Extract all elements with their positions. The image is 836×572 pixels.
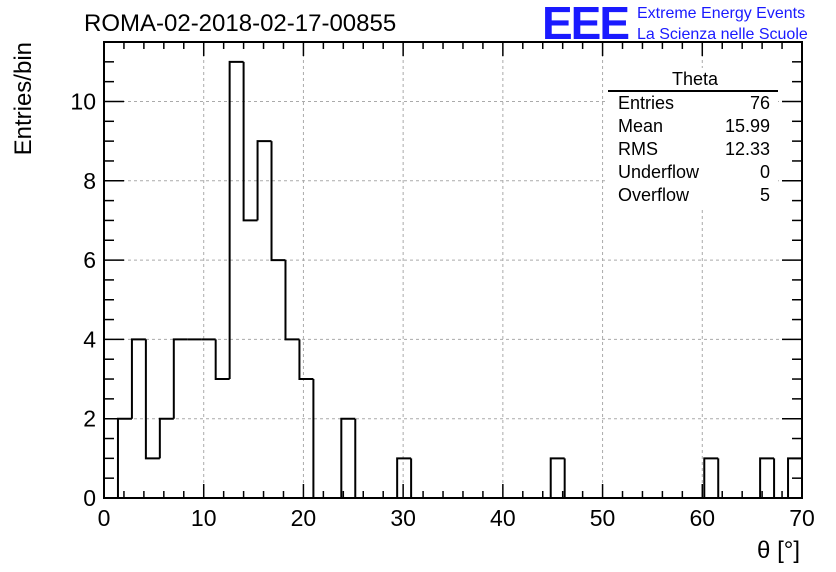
stats-row-rms: RMS 12.33 bbox=[608, 138, 778, 161]
x-tick-label: 30 bbox=[390, 505, 416, 531]
stats-value: 15.99 bbox=[724, 116, 770, 136]
stats-row-mean: Mean 15.99 bbox=[608, 115, 778, 138]
plot-frame bbox=[103, 41, 803, 499]
histogram-bin bbox=[242, 61, 258, 222]
stats-label: Mean bbox=[618, 116, 664, 136]
stats-value: 12.33 bbox=[724, 139, 770, 159]
stats-box: Theta Entries 76 Mean 15.99 RMS 12.33 Un… bbox=[608, 68, 778, 207]
histogram-bin bbox=[214, 339, 230, 381]
histogram-bin bbox=[228, 60, 244, 380]
histogram-bin bbox=[717, 458, 733, 499]
y-tick-label: 6 bbox=[83, 247, 96, 273]
x-tick-label: 20 bbox=[291, 505, 317, 531]
histogram-bin bbox=[563, 458, 579, 499]
y-tick-label: 2 bbox=[83, 406, 96, 432]
histogram-bin bbox=[773, 458, 789, 499]
y-axis-label: Entries/bin bbox=[10, 42, 37, 155]
histogram-bin bbox=[116, 417, 132, 498]
logo-tagline-1: Extreme Energy Events bbox=[637, 5, 806, 22]
histogram-bin bbox=[340, 417, 356, 498]
y-tick-label: 10 bbox=[70, 88, 96, 114]
x-tick-label: 50 bbox=[590, 505, 616, 531]
x-tick-label: 40 bbox=[490, 505, 516, 531]
stats-row-underflow: Underflow 0 bbox=[608, 161, 778, 184]
y-tick-label: 8 bbox=[83, 168, 96, 194]
x-axis-label: θ [°] bbox=[757, 537, 800, 564]
histogram-bin bbox=[549, 457, 565, 498]
x-tick-label: 0 bbox=[98, 505, 111, 531]
y-tick-label: 0 bbox=[83, 485, 96, 511]
grid-lines bbox=[104, 42, 802, 498]
eee-logo-icon: EEE bbox=[542, 0, 630, 49]
histogram-bin bbox=[759, 457, 775, 498]
histogram-bin bbox=[270, 141, 286, 262]
histogram-bin bbox=[256, 140, 272, 221]
y-tick-label: 4 bbox=[83, 326, 96, 352]
stats-title: Theta bbox=[608, 68, 778, 92]
histogram-bin bbox=[298, 339, 314, 381]
eee-logo: EEE Extreme Energy Events La Scienza nel… bbox=[542, 0, 832, 49]
x-tick-label: 70 bbox=[789, 505, 815, 531]
histogram-bin bbox=[284, 260, 300, 341]
x-tick-label: 60 bbox=[689, 505, 715, 531]
stats-label: Overflow bbox=[618, 185, 690, 205]
stats-label: Underflow bbox=[618, 162, 700, 182]
axis-ticks bbox=[103, 41, 803, 499]
stats-label: RMS bbox=[618, 139, 658, 159]
histogram-bin bbox=[144, 339, 160, 460]
histogram-bin bbox=[172, 338, 188, 419]
stats-row-entries: Entries 76 bbox=[608, 92, 778, 115]
histogram-bin bbox=[158, 417, 174, 459]
page-title: ROMA-02-2018-02-17-00855 bbox=[84, 10, 397, 37]
x-tick-label: 10 bbox=[191, 505, 217, 531]
stats-value: 76 bbox=[749, 93, 770, 113]
plot-border bbox=[103, 41, 803, 499]
stats-value: 0 bbox=[759, 162, 770, 182]
histogram-bin bbox=[703, 457, 719, 498]
stats-label: Entries bbox=[618, 93, 675, 113]
histogram-bin bbox=[130, 338, 146, 419]
stats-row-overflow: Overflow 5 bbox=[608, 184, 778, 207]
histogram-bin bbox=[396, 457, 412, 498]
histogram-bin bbox=[312, 379, 328, 499]
logo-tagline-2: La Scienza nelle Scuole bbox=[637, 26, 808, 43]
histogram-bin bbox=[354, 418, 370, 499]
stats-value: 5 bbox=[759, 185, 770, 205]
